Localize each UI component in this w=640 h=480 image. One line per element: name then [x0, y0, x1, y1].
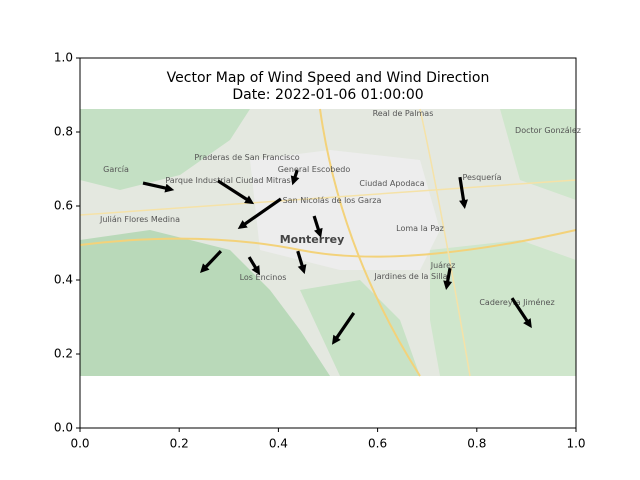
map-label: Parque Industrial Ciudad Mitras [165, 176, 290, 185]
map-label: Praderas de San Francisco [194, 153, 299, 162]
x-tick-label: 0.4 [269, 437, 288, 451]
x-tick-label: 1.0 [566, 437, 585, 451]
map-labels: Monterrey San Nicolás de los Garza Ciudad … [99, 109, 581, 307]
chart-title: Vector Map of Wind Speed and Wind Direct… [167, 70, 490, 86]
y-tick-label: 0.8 [54, 125, 73, 139]
y-tick-label: 0.2 [54, 347, 73, 361]
wind-arrow [312, 215, 323, 238]
wind-arrow [142, 181, 175, 193]
x-tick-label: 0.0 [70, 437, 89, 451]
wind-arrow [200, 250, 223, 273]
map-label: Julián Flores Medina [99, 215, 180, 224]
map-label: Pesquería [462, 173, 501, 182]
map-label: Cadereyta Jiménez [479, 297, 554, 307]
wind-arrow [237, 197, 282, 229]
wind-arrow [331, 312, 356, 345]
y-tick-label: 0.4 [54, 273, 73, 287]
map-background [79, 108, 577, 377]
y-tick-label: 0.0 [54, 421, 73, 435]
x-tick-label: 0.8 [467, 437, 486, 451]
map-label: Real de Palmas [373, 109, 434, 118]
map-label: Jardines de la Silla [373, 272, 447, 281]
wind-arrow [458, 176, 468, 209]
chart-subtitle: Date: 2022-01-06 01:00:00 [232, 87, 423, 103]
wind-arrow [443, 267, 453, 290]
wind-arrow [290, 169, 300, 186]
map-label: Juárez [430, 261, 456, 270]
map-label: San Nicolás de los Garza [283, 196, 382, 205]
x-tick-label: 0.6 [368, 437, 387, 451]
axes-frame [79, 57, 577, 429]
wind-arrow [217, 179, 255, 205]
map-label: Doctor González [515, 126, 581, 135]
map-label: Loma la Paz [396, 224, 444, 233]
wind-arrow [247, 256, 261, 276]
map-label: Los Encinos [240, 273, 287, 282]
x-tick-label: 0.2 [170, 437, 189, 451]
map-label: Ciudad Apodaca [359, 179, 424, 188]
wind-arrow [510, 297, 532, 329]
map-label: Monterrey [280, 233, 345, 246]
y-tick-label: 1.0 [54, 51, 73, 65]
map-label: García [103, 165, 129, 174]
map-label: General Escobedo [278, 165, 351, 174]
wind-arrow [296, 250, 307, 275]
y-tick-label: 0.6 [54, 199, 73, 213]
